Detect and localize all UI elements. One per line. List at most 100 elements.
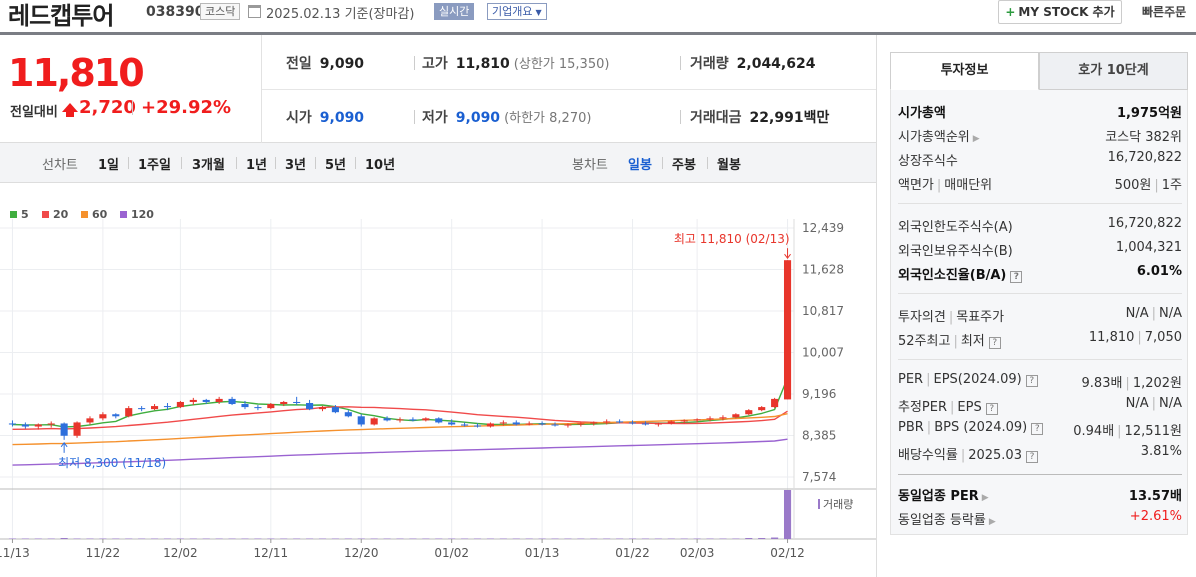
cap-rank-label[interactable]: 시가총액순위 ▶ — [898, 126, 980, 145]
sector-per-label[interactable]: 동일업종 PER ▶ — [898, 485, 989, 504]
amount-unit: 백만 — [803, 110, 830, 126]
quick-order-link[interactable]: 빠른주문 — [1142, 5, 1187, 19]
y-tick-label: 10,007 — [802, 345, 844, 359]
divider: | — [926, 372, 931, 387]
ma-line-60 — [12, 413, 788, 446]
help-icon[interactable]: ? — [985, 403, 998, 415]
dividend-label: 배당수익률 | 2025.03? — [898, 444, 1038, 463]
candle — [357, 416, 365, 425]
divider — [898, 359, 1182, 360]
candle — [435, 418, 443, 423]
volume-value: 2,044,624 — [736, 56, 816, 72]
sector-per-value: 13.57배 — [1128, 489, 1182, 504]
divider — [680, 110, 681, 124]
help-icon[interactable]: ? — [1031, 423, 1044, 435]
divider: | — [948, 310, 954, 325]
company-overview-dropdown[interactable]: 기업개요 ▼ — [487, 3, 547, 20]
sector-rate-label[interactable]: 동일업종 등락률 ▶ — [898, 509, 996, 528]
par-value-1: 500원 — [1114, 178, 1152, 193]
volume-bar — [745, 538, 753, 539]
quote-summary: 11,810 전일대비 2,720 +29.92% 전일 9,090 고가 11,8… — [0, 35, 876, 143]
candle — [706, 418, 714, 420]
candle — [719, 417, 727, 419]
divider — [128, 157, 129, 169]
x-tick-label: 11/22 — [86, 546, 121, 560]
market-badge: 코스닥 — [200, 3, 241, 20]
candle — [577, 423, 585, 425]
caret-right-icon: ▶ — [988, 517, 996, 527]
sector-per-text: 동일업종 PER — [898, 489, 979, 504]
legend-label: 120 — [131, 208, 154, 221]
foreign-ratio-value: 6.01% — [1136, 264, 1182, 279]
amount-value: 22,991 — [749, 110, 804, 126]
help-icon[interactable]: ? — [1010, 271, 1023, 283]
candle — [99, 414, 107, 419]
stock-header: 레드캡투어 038390 코스닥 2025.02.13 기준(장마감) 실시간 … — [0, 0, 1196, 32]
period-5y[interactable]: 5년 — [325, 158, 347, 173]
y-tick-label: 12,439 — [802, 221, 844, 235]
candle — [331, 407, 339, 413]
annotations: 최고 11,810 (02/13) 최저 8,300 (11/18) — [58, 232, 791, 470]
legend-ma120: 120 — [120, 208, 154, 221]
x-tick-label: 11/13 — [0, 546, 30, 560]
period-1y[interactable]: 1년 — [246, 158, 268, 173]
period-3y[interactable]: 3년 — [285, 158, 307, 173]
high-value: 11,810 — [455, 56, 510, 72]
period-1d[interactable]: 1일 — [98, 158, 120, 173]
candle-chart-label: 봉차트 — [572, 158, 608, 173]
divider: | — [950, 400, 955, 415]
help-icon[interactable]: ? — [1025, 375, 1038, 387]
tab-investment-info[interactable]: 투자정보 — [890, 52, 1039, 90]
price-box: 11,810 전일대비 2,720 +29.92% — [0, 35, 262, 143]
candle — [732, 414, 740, 418]
candle-weekly[interactable]: 주봉 — [672, 158, 696, 173]
low-arrow-head — [60, 442, 68, 448]
cap-rank-text: 시가총액순위 — [898, 130, 970, 145]
foreign-hold-label: 외국인보유주식수(B) — [898, 244, 1013, 259]
per-label: PER | EPS(2024.09)? — [898, 372, 1038, 387]
help-icon[interactable]: ? — [988, 337, 1001, 349]
help-icon[interactable]: ? — [1025, 451, 1038, 463]
realtime-button[interactable]: 실시간 — [434, 3, 475, 20]
period-3m[interactable]: 3개월 — [192, 158, 225, 173]
chart-grid — [0, 219, 876, 540]
candle — [616, 421, 624, 423]
ma-line-120 — [12, 438, 788, 466]
prev-close-label: 전일 — [286, 56, 312, 72]
sector-rate-text: 동일업종 등락률 — [898, 513, 986, 528]
plus-icon: + — [1005, 5, 1016, 19]
candle — [151, 406, 159, 410]
period-1w[interactable]: 1주일 — [138, 158, 171, 173]
candle-daily[interactable]: 일봉 — [628, 158, 652, 173]
period-10y[interactable]: 10년 — [365, 158, 396, 173]
foreign-limit-value: 16,720,822 — [1107, 216, 1182, 231]
divider: | — [960, 448, 966, 463]
divider — [414, 110, 415, 124]
divider — [898, 293, 1182, 294]
divider: | — [936, 178, 942, 193]
divider — [275, 157, 276, 169]
w52-label: 52주최고 | 최저? — [898, 330, 1001, 349]
candle-monthly[interactable]: 월봉 — [717, 158, 741, 173]
est-value-2: N/A — [1159, 396, 1182, 411]
tab-order-book[interactable]: 호가 10단계 — [1039, 52, 1188, 90]
legend-ma5: 5 — [10, 208, 29, 221]
add-mystock-button[interactable]: + MY STOCK 추가 — [998, 0, 1122, 24]
open-price: 시가 9,090 — [286, 107, 364, 127]
x-axis: 11/13 11/22 12/02 12/11 12/20 01/02 01/13 01/22… — [0, 539, 805, 560]
header-divider — [0, 32, 1196, 35]
divider: | — [1137, 330, 1142, 345]
candles — [8, 260, 792, 440]
foreign-ratio-row: 외국인소진율(B/A)? 6.01% — [898, 264, 1182, 283]
candle — [176, 401, 184, 408]
cap-rank-value: 코스닥 382위 — [1105, 130, 1182, 145]
x-tick-label: 12/11 — [254, 546, 289, 560]
x-tick-label: 01/13 — [525, 546, 560, 560]
chart-period-bar: 선차트 1일 1주일 3개월 1년 3년 5년 10년 봉차트 일봉 주봉 월봉 — [0, 143, 876, 183]
candle — [8, 423, 17, 425]
price-chart[interactable]: 5 20 60 120 12,439 11,628 10,817 10,007 9,19… — [0, 183, 876, 577]
low-price: 저가 9,090 (하한가 8,270) — [422, 107, 591, 127]
w52-value-1: 11,810 — [1088, 330, 1135, 345]
shares-row: 상장주식수 16,720,822 — [898, 150, 1182, 169]
candle — [189, 399, 197, 402]
